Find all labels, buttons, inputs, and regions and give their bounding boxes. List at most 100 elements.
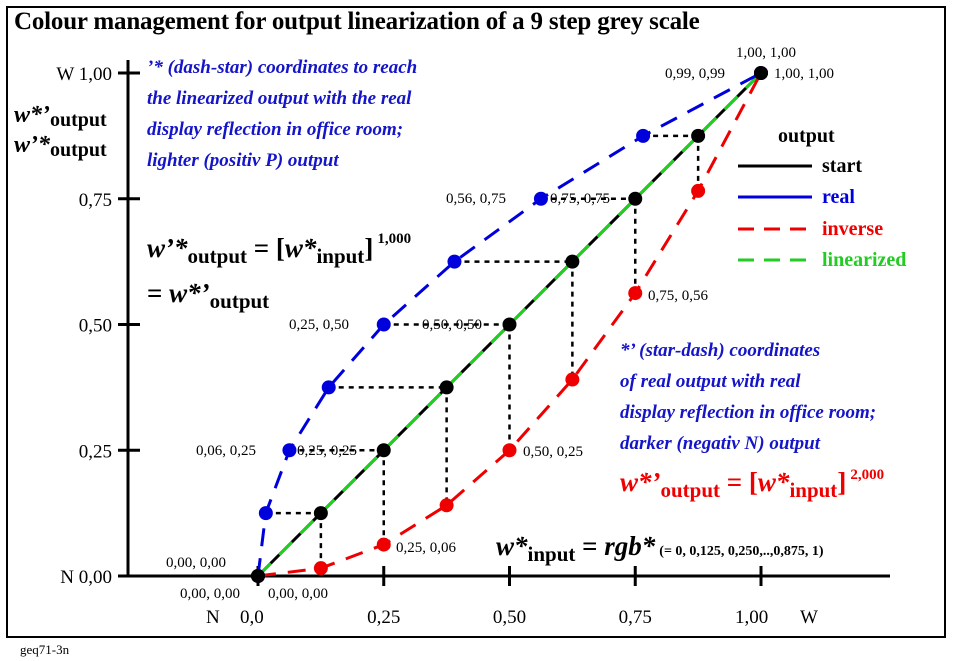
fr-eq: = [	[720, 467, 758, 497]
x-tick-label-n: N	[206, 607, 220, 628]
series-point-start	[313, 506, 328, 521]
point-label: 0,75, 0,56	[648, 288, 709, 304]
point-label: 0,25, 0,25	[297, 443, 357, 459]
formula-black: w’*output = [w*input] 1,000 = w*’output	[147, 231, 411, 313]
fi-note: (= 0, 0,125, 0,250,..,0,875, 1)	[659, 544, 824, 559]
y-tick-label: 0,75	[79, 190, 112, 211]
point-label: 0,50, 0,25	[523, 444, 583, 460]
fb-w-sub: input	[316, 244, 364, 268]
series-point-real	[533, 191, 548, 206]
fb-exp: 1,000	[377, 231, 411, 247]
dotted-connectors	[265, 134, 700, 569]
point-label: 0,56, 0,75	[446, 191, 506, 207]
x-tick-label: 0,50	[493, 607, 526, 628]
blue-annotation-line: display reflection in office room;	[147, 119, 403, 140]
fr-close: ]	[837, 467, 846, 497]
chart-title: Colour management for output linearizati…	[14, 8, 700, 35]
series-point-start	[251, 569, 265, 583]
legend-label-linearized: linearized	[822, 249, 906, 271]
svg-text:w*’output = [w*input]2,000: w*’output = [w*input] 2,000	[620, 467, 884, 502]
series-point-inverse	[691, 183, 706, 198]
series-point-start	[376, 443, 391, 458]
fr-w: w*	[758, 467, 790, 497]
blue-annotation-line: lighter (positiv P) output	[147, 150, 339, 171]
svg-text:w’*output = [w*input]1,000: w’*output = [w*input] 1,000	[147, 231, 411, 268]
fb-w: w*	[285, 233, 317, 263]
darker-annotation-line: darker (negativ N) output	[620, 433, 821, 454]
fr-exp: 2,000	[850, 467, 884, 483]
series-point-inverse	[502, 443, 517, 458]
fi-eq: =	[575, 531, 604, 561]
point-label: 1,00, 1,00	[736, 45, 796, 61]
x-tick-label-w: W	[800, 607, 818, 628]
fb-line2-eq: =	[147, 278, 169, 308]
y-label-1-main: w*’	[14, 102, 50, 128]
y-label-2-sub: output	[50, 139, 107, 161]
svg-text:w*input = rgb*(= 0, 0,125, 0,2: w*input = rgb* (= 0, 0,125, 0,250,..,0,87…	[496, 531, 824, 566]
x-axis-end-labels: N 0,0 1,00 W	[206, 607, 818, 628]
point-label: 0,50, 0,50	[422, 317, 482, 333]
x-tick-label-1: 1,00	[735, 607, 768, 628]
legend-title: output	[778, 125, 835, 147]
series-point-real	[376, 317, 391, 332]
point-label: 0,25, 0,50	[289, 317, 349, 333]
point-labels: 1,00, 1,00 0,99, 0,99 1,00, 1,00 0,56, 0…	[166, 45, 834, 602]
fr-lhs: w*’	[620, 467, 661, 497]
blue-annotation-line: the linearized output with the real	[147, 88, 412, 109]
fr-lhs-sub: output	[661, 478, 721, 502]
legend-label-start: start	[822, 155, 862, 177]
darker-annotation-line: display reflection in office room;	[620, 402, 876, 423]
figure-code: geq71-3n	[20, 642, 70, 657]
darker-annotation: *’ (star-dash) coordinates of real outpu…	[620, 340, 876, 454]
fr-w-sub: input	[789, 478, 837, 502]
y-tick-label: 0,50	[79, 316, 112, 337]
series-point-real	[321, 380, 336, 395]
fb-line2-sub: output	[210, 289, 270, 313]
series-point-inverse	[313, 561, 328, 576]
series-point-inverse	[628, 286, 643, 301]
point-label: 0,06, 0,25	[196, 443, 256, 459]
point-label: 0,00, 0,00	[268, 586, 328, 602]
chart-frame	[6, 6, 946, 638]
fi-rhs: rgb*	[604, 531, 656, 561]
y-tick-label: 0,25	[79, 441, 112, 462]
formula-red: w*’output = [w*input] 2,000	[620, 467, 884, 502]
series-point-start	[502, 317, 517, 332]
fb-eq: = [	[247, 233, 285, 263]
series-points	[251, 66, 768, 583]
series-point-start	[628, 191, 643, 206]
point-label: 0,00, 0,00	[166, 555, 226, 571]
x-tick-label: 0,75	[619, 607, 652, 628]
blue-annotation-line: ’* (dash-star) coordinates to reach	[147, 57, 417, 78]
point-label: 1,00, 1,00	[774, 66, 834, 82]
svg-text:w*’output: w*’output	[14, 102, 107, 131]
x-tick-label-0: 0,0	[240, 607, 264, 628]
series-point-real	[636, 128, 651, 143]
series-point-inverse	[439, 498, 454, 513]
y-tick-label: W 1,00	[56, 64, 112, 85]
x-tick-label: 0,25	[367, 607, 400, 628]
fi-lhs: w*	[496, 531, 528, 561]
axes: N 0,00 0,25 0,50 0,75 W 1,00 0,25 0,50 0,75	[56, 60, 890, 628]
darker-annotation-line: of real output with real	[620, 371, 801, 392]
fb-lhs: w’*	[147, 233, 188, 263]
series-point-start	[565, 254, 580, 269]
series-point-start	[754, 66, 768, 80]
series-point-start	[439, 380, 454, 395]
fb-lhs-sub: output	[188, 244, 248, 268]
series-point-inverse	[565, 372, 580, 387]
y-label-2-main: w’*	[14, 132, 51, 158]
point-label: 0,00, 0,00	[180, 586, 240, 602]
legend: output start real inverse linearized	[738, 125, 906, 271]
blue-annotation: ’* (dash-star) coordinates to reach the …	[147, 57, 417, 171]
svg-text:w’*output: w’*output	[14, 132, 107, 161]
darker-annotation-line: *’ (star-dash) coordinates	[620, 340, 820, 361]
point-label: 0,99, 0,99	[665, 66, 725, 82]
legend-label-inverse: inverse	[822, 218, 883, 240]
fi-lhs-sub: input	[528, 542, 576, 566]
series-point-inverse	[376, 537, 391, 552]
point-label: 0,75, 0,75	[550, 191, 610, 207]
fb-close: ]	[364, 233, 373, 263]
svg-text:= w*’output: = w*’output	[147, 278, 269, 313]
